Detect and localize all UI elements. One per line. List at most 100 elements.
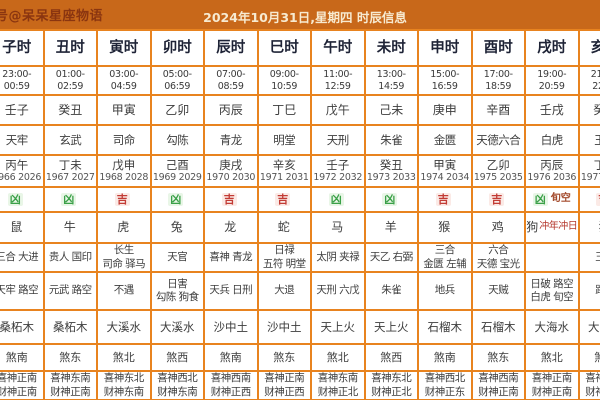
clash-years: 1967 2027 (45, 172, 95, 184)
joy-wealth-directions: 喜神东南 财神正北 (312, 372, 364, 400)
nayin-element: 桑柘木 (44, 311, 96, 345)
hour-name: 午时 (312, 31, 364, 67)
clash-ganzhi: 乙卯 (486, 157, 510, 172)
luck-badge: 凶 (7, 192, 23, 207)
hour-ganzhi: 戊午 (312, 96, 364, 126)
luck-badge: 凶 (328, 192, 344, 207)
hour-time-range: 01:00-02:59 (44, 67, 96, 96)
clash-cell: 己酉 1969 2029 (151, 156, 203, 188)
auspicious-stars (526, 244, 578, 273)
clash-cell: 甲寅 1974 2034 (419, 156, 471, 188)
zodiac-clash-note: 冲年冲日 (539, 221, 578, 233)
clash-years: 1977 2037 (580, 172, 600, 184)
zodiac-animal: 牛 (63, 220, 76, 234)
clash-ganzhi: 丁未 (58, 157, 82, 172)
luck-cell: 吉 (98, 188, 150, 213)
clash-years: 1966 2026 (0, 172, 42, 184)
joy-wealth-directions: 喜神东北 财神东南 (98, 372, 150, 400)
sha-direction: 煞西 (151, 345, 203, 372)
zodiac-cell: 猪 (579, 213, 600, 244)
clash-cell: 壬子 1972 2032 (312, 156, 364, 188)
sha-direction: 煞南 (205, 345, 257, 372)
duty-spirit: 天德六合 (472, 126, 524, 156)
nayin-element: 石榴木 (472, 311, 524, 345)
clash-years: 1976 2036 (527, 172, 577, 184)
auspicious-stars: 玉堂 (579, 244, 600, 273)
clash-ganzhi: 丙午 (5, 157, 29, 172)
hour-column: 未时 13:00-14:59 己未 朱雀 癸丑 1973 2033 凶 羊 天乙… (365, 31, 419, 400)
nayin-element: 大溪水 (98, 311, 150, 345)
hour-name: 辰时 (205, 31, 257, 67)
luck-void-note: 旬空 (550, 193, 571, 205)
joy-wealth-directions: 喜神东南 财神正南 (44, 372, 96, 400)
hour-info-table: 子时 23:00-00:59 壬子 天牢 丙午 1966 2026 凶 鼠 三合… (0, 29, 600, 400)
luck-badge: 吉 (114, 192, 130, 207)
sha-direction: 煞东 (258, 345, 310, 372)
luck-cell: 凶 旬空 (526, 188, 578, 213)
zodiac-animal: 虎 (117, 220, 130, 234)
nayin-element: 天上火 (312, 311, 364, 345)
zodiac-cell: 虎 (98, 213, 150, 244)
clash-cell: 戊申 1968 2028 (98, 156, 150, 188)
zodiac-cell: 兔 (151, 213, 203, 244)
sha-direction: 煞北 (526, 345, 578, 372)
joy-wealth-directions: 喜神西南 财神正南 (472, 372, 524, 400)
hour-column: 申时 15:00-16:59 庚申 金匮 甲寅 1974 2034 吉 猴 三合… (419, 31, 473, 400)
joy-wealth-directions: 喜神东南 财神正南 (579, 372, 600, 400)
duty-spirit: 司命 (98, 126, 150, 156)
duty-spirit: 天刑 (312, 126, 364, 156)
hour-column: 戌时 19:00-20:59 壬戌 白虎 丙辰 1976 2036 凶 旬空 狗… (526, 31, 580, 400)
zodiac-animal: 猴 (438, 220, 451, 234)
duty-spirit: 天牢 (0, 126, 43, 156)
inauspicious-stars: 日破 路空 白虎 旬空 (526, 273, 578, 311)
zodiac-animal: 龙 (224, 220, 237, 234)
duty-spirit: 明堂 (258, 126, 310, 156)
hour-column: 午时 11:00-12:59 戊午 天刑 壬子 1972 2032 凶 马 太阴… (312, 31, 366, 400)
hour-column: 亥时 21:00-22:59 癸亥 玉堂 丁巳 1977 2037 吉 猪 玉堂… (579, 31, 600, 400)
inauspicious-stars: 路空 (579, 273, 600, 311)
luck-badge: 凶 (61, 192, 77, 207)
luck-cell: 凶 (151, 188, 203, 213)
luck-badge: 凶 (168, 192, 184, 207)
clash-cell: 癸丑 1973 2033 (365, 156, 417, 188)
luck-cell: 凶 (312, 188, 364, 213)
luck-cell: 吉 (579, 188, 600, 213)
hour-ganzhi: 癸丑 (44, 96, 96, 126)
clash-years: 1970 2030 (206, 172, 256, 184)
nayin-element: 大溪水 (151, 311, 203, 345)
luck-badge: 凶 (532, 192, 548, 207)
hour-time-range: 19:00-20:59 (526, 67, 578, 96)
clash-ganzhi: 癸丑 (379, 157, 403, 172)
hour-time-range: 03:00-04:59 (98, 67, 150, 96)
clash-cell: 辛亥 1971 2031 (258, 156, 310, 188)
header-bar: 号@呆呆星座物语 2024年10月31日,星期四 时辰信息 (0, 0, 600, 29)
zodiac-cell: 狗 冲年冲日 (526, 213, 578, 244)
inauspicious-stars: 天贼 (472, 273, 524, 311)
hour-time-range: 13:00-14:59 (365, 67, 417, 96)
nayin-element: 石榴木 (419, 311, 471, 345)
luck-badge: 吉 (596, 192, 600, 207)
inauspicious-stars: 朱雀 (365, 273, 417, 311)
zodiac-animal: 鼠 (10, 220, 23, 234)
auspicious-stars: 天官 (151, 244, 203, 273)
luck-badge: 吉 (435, 192, 451, 207)
clash-years: 1973 2033 (366, 172, 416, 184)
auspicious-stars: 六合 天德 宝光 (472, 244, 524, 273)
nayin-element: 沙中土 (205, 311, 257, 345)
zodiac-cell: 鼠 (0, 213, 43, 244)
clash-ganzhi: 丁巳 (594, 158, 600, 172)
clash-ganzhi: 丙辰 (540, 157, 564, 172)
hour-ganzhi: 丙辰 (205, 96, 257, 126)
hour-name: 戌时 (526, 31, 578, 67)
zodiac-cell: 蛇 (258, 213, 310, 244)
clash-cell: 丙辰 1976 2036 (526, 156, 578, 188)
hour-ganzhi: 甲寅 (98, 96, 150, 126)
hour-time-range: 15:00-16:59 (419, 67, 471, 96)
luck-cell: 吉 (205, 188, 257, 213)
inauspicious-stars: 日害 勾陈 狗食 (151, 273, 203, 311)
joy-wealth-directions: 喜神西北 财神东南 (151, 372, 203, 400)
zodiac-animal: 蛇 (277, 220, 290, 234)
auspicious-stars: 贵人 国印 (44, 244, 96, 273)
clash-years: 1972 2032 (313, 172, 363, 184)
joy-wealth-directions: 喜神西南 财神正西 (205, 372, 257, 400)
